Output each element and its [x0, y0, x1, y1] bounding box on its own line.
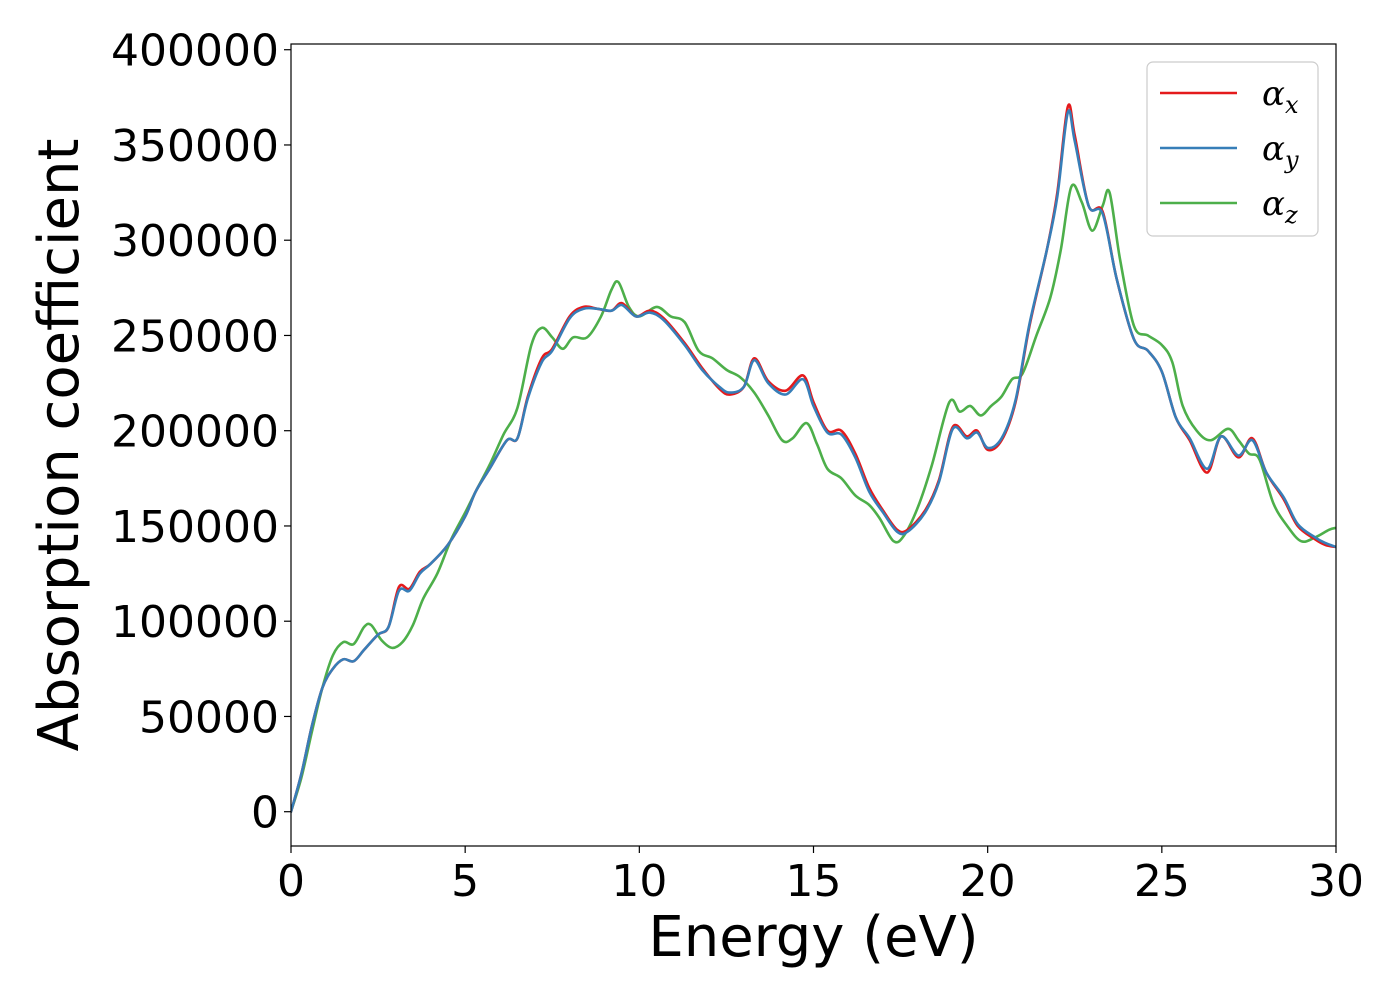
x-axis-title: Energy (eV) [648, 905, 978, 970]
series-line-z [291, 183, 1336, 814]
x-axis: 0 5 10 15 20 25 30 [277, 846, 1364, 907]
series-layer [291, 103, 1336, 814]
x-tick-label: 30 [1308, 856, 1364, 907]
plot-area-frame [290, 43, 1337, 847]
y-tick-label: 250000 [111, 311, 279, 362]
y-tick-label: 50000 [139, 692, 279, 743]
y-axis: 0 50000 100000 150000 200000 250000 300000 3500… [111, 26, 291, 839]
series-line-y [291, 109, 1336, 814]
y-tick-label: 350000 [111, 121, 279, 172]
x-tick-label: 10 [611, 856, 667, 907]
legend: αx αy αz [1146, 61, 1319, 237]
y-tick-label: 0 [251, 788, 279, 839]
legend-label-x: αx [1262, 74, 1299, 119]
y-tick-label: 200000 [111, 407, 279, 458]
x-tick-label: 15 [786, 856, 842, 907]
x-tick-label: 25 [1134, 856, 1190, 907]
legend-label-y: αy [1262, 129, 1299, 174]
legend-label-z: αz [1262, 184, 1298, 229]
y-tick-label: 100000 [111, 597, 279, 648]
x-tick-label: 0 [277, 856, 305, 907]
x-tick-label: 5 [451, 856, 479, 907]
y-tick-label: 400000 [111, 26, 279, 77]
y-axis-title: Absorption coefficient [27, 139, 92, 752]
y-tick-label: 150000 [111, 502, 279, 553]
x-tick-label: 20 [960, 856, 1016, 907]
y-tick-label: 300000 [111, 216, 279, 267]
